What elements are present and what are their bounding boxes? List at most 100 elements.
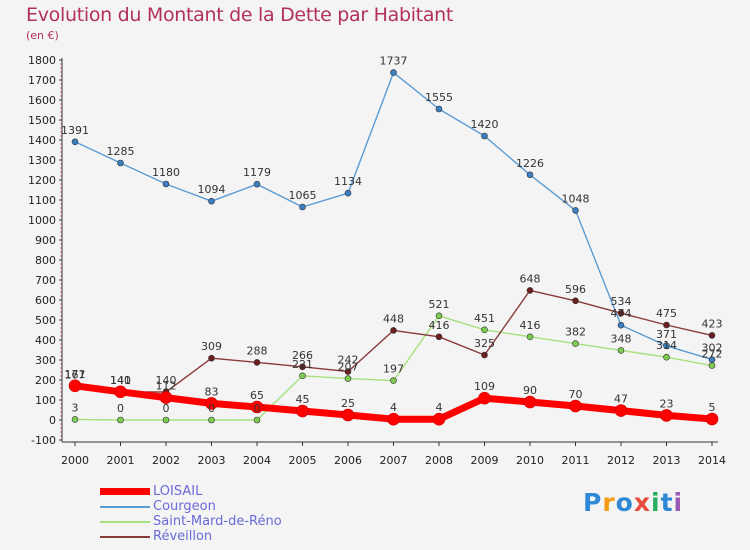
data-point-loisail xyxy=(569,399,582,413)
data-point-saint-mard-de-reno xyxy=(299,372,306,380)
data-point-loisail xyxy=(205,397,218,410)
legend-swatch xyxy=(100,505,150,508)
data-label-saint-mard-de-reno: 197 xyxy=(383,363,404,376)
data-point-courgeon xyxy=(208,197,215,205)
data-label-loisail: 23 xyxy=(660,397,674,410)
data-label-reveillon: 140 xyxy=(156,374,177,387)
data-label-reveillon: 288 xyxy=(247,344,268,357)
data-point-loisail xyxy=(387,412,400,426)
data-label-reveillon: 309 xyxy=(201,340,222,353)
x-tick-label: 2012 xyxy=(607,454,635,467)
x-tick-label: 2014 xyxy=(698,454,726,467)
data-point-saint-mard-de-reno xyxy=(253,416,261,424)
data-point-saint-mard-de-reno xyxy=(208,416,215,424)
logo-letter: o xyxy=(615,488,634,517)
data-label-courgeon: 302 xyxy=(702,342,723,355)
data-label-saint-mard-de-reno: 221 xyxy=(292,358,313,371)
x-tick-label: 2003 xyxy=(198,454,226,467)
data-label-courgeon: 1420 xyxy=(471,118,499,131)
data-point-courgeon xyxy=(481,132,488,140)
data-point-courgeon xyxy=(390,69,397,76)
axes: -100010020030040050060070080090010001100… xyxy=(28,54,726,467)
data-point-reveillon xyxy=(390,327,397,334)
x-tick-label: 2008 xyxy=(425,454,453,467)
y-tick-label: 900 xyxy=(35,234,56,247)
data-label-reveillon: 416 xyxy=(429,319,450,332)
y-tick-label: 1100 xyxy=(28,194,56,207)
data-point-courgeon xyxy=(162,180,170,188)
data-point-courgeon xyxy=(71,138,79,146)
legend-label: Réveillon xyxy=(153,529,213,544)
logo-letter: P xyxy=(583,488,603,517)
data-label-courgeon: 1065 xyxy=(289,189,317,202)
data-point-reveillon xyxy=(708,332,716,339)
data-label-reveillon: 140 xyxy=(110,374,131,387)
data-point-loisail xyxy=(159,391,173,404)
data-point-courgeon xyxy=(526,171,534,179)
data-label-saint-mard-de-reno: 207 xyxy=(338,361,359,374)
y-tick-label: 100 xyxy=(35,394,56,407)
data-label-loisail: 25 xyxy=(341,397,355,410)
legend-label: Saint-Mard-de-Réno xyxy=(153,514,282,529)
data-point-courgeon xyxy=(253,180,261,188)
logo-letter: i xyxy=(673,488,684,517)
x-tick-label: 2000 xyxy=(61,454,89,467)
data-label-loisail: 45 xyxy=(296,393,310,406)
legend-item-saint-mard-de-reno[interactable]: Saint-Mard-de-Réno xyxy=(100,514,282,529)
series-layer xyxy=(68,69,719,426)
data-label-saint-mard-de-reno: 3 xyxy=(72,401,79,414)
legend-item-courgeon[interactable]: Courgeon xyxy=(100,499,282,514)
data-point-saint-mard-de-reno xyxy=(617,347,625,354)
chart-subtitle: (en €) xyxy=(26,29,59,42)
data-label-courgeon: 1179 xyxy=(243,166,271,179)
data-label-courgeon: 1226 xyxy=(516,157,544,170)
data-label-saint-mard-de-reno: 0 xyxy=(163,402,170,415)
data-label-reveillon: 266 xyxy=(292,349,313,362)
x-tick-label: 2006 xyxy=(334,454,362,467)
y-tick-label: -100 xyxy=(31,434,56,447)
data-label-reveillon: 325 xyxy=(474,337,495,350)
data-point-saint-mard-de-reno xyxy=(708,362,716,369)
x-tick-label: 2009 xyxy=(471,454,499,467)
data-label-loisail: 171 xyxy=(65,368,86,381)
data-point-courgeon xyxy=(344,189,352,197)
data-point-saint-mard-de-reno xyxy=(526,333,534,341)
logo-letter: i xyxy=(651,488,661,517)
data-label-reveillon: 534 xyxy=(611,295,632,308)
data-point-saint-mard-de-reno xyxy=(344,375,352,382)
proxiti-logo[interactable]: Proxiti xyxy=(583,488,683,517)
data-label-reveillon: 648 xyxy=(520,272,541,285)
data-label-loisail: 70 xyxy=(569,388,583,401)
data-label-loisail: 83 xyxy=(205,385,219,398)
y-tick-label: 300 xyxy=(35,354,56,367)
data-labels: 1391128511801094117910651134173715551420… xyxy=(61,55,723,415)
data-label-reveillon: 475 xyxy=(656,307,677,320)
data-label-courgeon: 371 xyxy=(656,328,677,341)
data-point-saint-mard-de-reno xyxy=(435,312,443,320)
data-label-reveillon: 596 xyxy=(565,283,586,296)
data-point-reveillon xyxy=(299,363,306,371)
y-tick-label: 600 xyxy=(35,294,56,307)
data-point-reveillon xyxy=(344,368,352,375)
data-point-loisail xyxy=(705,412,719,426)
chart-title: Evolution du Montant de la Dette par Hab… xyxy=(26,4,454,26)
data-point-loisail xyxy=(296,404,309,418)
data-point-loisail xyxy=(432,412,446,426)
data-label-loisail: 90 xyxy=(523,384,537,397)
x-tick-label: 2011 xyxy=(562,454,590,467)
data-point-saint-mard-de-reno xyxy=(481,326,488,334)
data-point-courgeon xyxy=(572,207,579,214)
data-point-saint-mard-de-reno xyxy=(390,377,397,384)
data-label-courgeon: 474 xyxy=(611,307,632,320)
data-label-reveillon: 423 xyxy=(702,317,723,330)
y-tick-label: 1700 xyxy=(28,74,56,87)
data-point-saint-mard-de-reno xyxy=(71,416,79,423)
legend-swatch xyxy=(100,488,150,495)
legend-item-loisail[interactable]: LOISAIL xyxy=(100,484,282,499)
legend-label: LOISAIL xyxy=(153,484,203,499)
legend-item-reveillon[interactable]: Réveillon xyxy=(100,529,282,544)
y-tick-label: 1500 xyxy=(28,114,56,127)
legend-label: Courgeon xyxy=(153,499,216,514)
y-tick-label: 1200 xyxy=(28,174,56,187)
